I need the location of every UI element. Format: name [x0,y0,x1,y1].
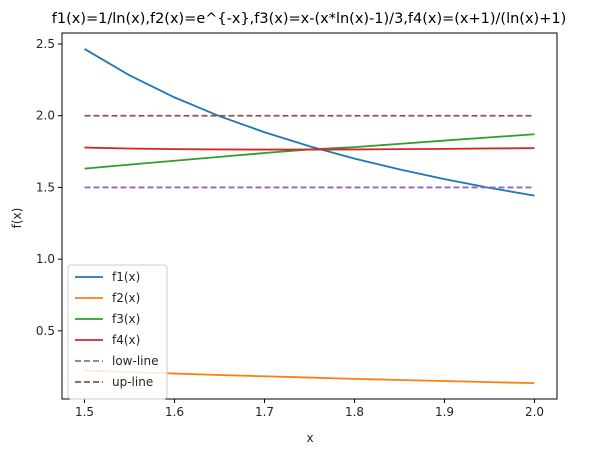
y-tick-label: 1.5 [36,180,55,194]
plot-frame [61,32,558,400]
y-tick-label: 2.0 [36,109,55,123]
x-tick-label: 2.0 [525,405,544,419]
y-tick-label: 1.0 [36,252,55,266]
x-axis: 1.5 1.6 1.7 1.8 1.9 2.0 [75,399,544,419]
y-tick-label: 2.5 [36,37,55,51]
legend-label: f2(x) [112,291,140,305]
x-tick-label: 1.9 [435,405,454,419]
legend-label: f1(x) [112,270,140,284]
series-line-3 [84,133,535,170]
x-tick-label: 1.6 [165,405,184,419]
y-tick-label: 0.5 [36,324,55,338]
x-tick-label: 1.7 [255,405,274,419]
y-axis: 0.5 1.0 1.5 2.0 2.5 [36,37,62,338]
legend: f1(x) f2(x) f3(x) f4(x) low-line up-line [67,264,168,400]
x-tick-label: 1.8 [345,405,364,419]
legend-label: low-line [112,354,158,368]
legend-label: f3(x) [112,312,140,326]
legend-label: f4(x) [112,333,140,347]
series-line-4 [84,146,535,151]
x-axis-label: x [306,431,313,445]
chart-title: f1(x)=1/ln(x),f2(x)=e^{-x},f3(x)=x-(x*ln… [52,11,566,27]
legend-label: up-line [112,375,153,389]
y-axis-label: f(x) [10,208,24,229]
series-line-1 [84,48,535,197]
x-tick-label: 1.5 [75,405,94,419]
